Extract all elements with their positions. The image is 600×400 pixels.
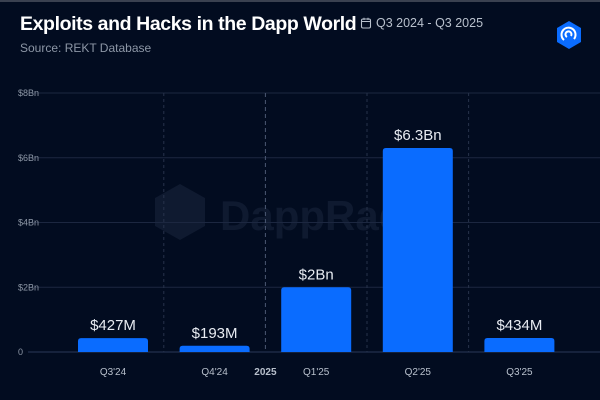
date-range-text: Q3 2024 - Q3 2025 xyxy=(376,16,484,30)
bar xyxy=(484,337,555,352)
y-tick-label: $2Bn xyxy=(18,282,39,292)
bar xyxy=(179,345,250,352)
y-tick-label: 0 xyxy=(18,347,23,357)
data-label: $6.3Bn xyxy=(394,127,442,144)
y-tick-label: $6Bn xyxy=(18,153,39,163)
data-label: $427M xyxy=(90,317,136,334)
year-marker-label: 2025 xyxy=(254,367,277,378)
x-tick-label: Q4'24 xyxy=(201,367,228,378)
data-label: $2Bn xyxy=(299,266,334,283)
bar xyxy=(382,148,453,352)
chart-source: Source: REKT Database xyxy=(20,41,152,55)
x-tick-label: Q3'25 xyxy=(506,367,533,378)
chart-title: Exploits and Hacks in the Dapp World xyxy=(20,13,357,35)
y-tick-label: $8Bn xyxy=(18,88,39,98)
calendar-icon xyxy=(360,17,372,29)
date-range: Q3 2024 - Q3 2025 xyxy=(360,16,483,30)
top-border xyxy=(0,0,600,2)
x-tick-label: Q3'24 xyxy=(100,367,127,378)
x-tick-label: Q2'25 xyxy=(405,367,432,378)
dappradar-logo-icon xyxy=(557,21,581,49)
bar xyxy=(78,338,148,352)
x-tick-label: Q1'25 xyxy=(303,367,330,378)
data-label: $434M xyxy=(496,317,542,334)
data-label: $193M xyxy=(192,325,238,342)
y-tick-label: $4Bn xyxy=(18,218,39,228)
bar xyxy=(281,287,352,352)
watermark-logo-icon xyxy=(155,184,205,240)
